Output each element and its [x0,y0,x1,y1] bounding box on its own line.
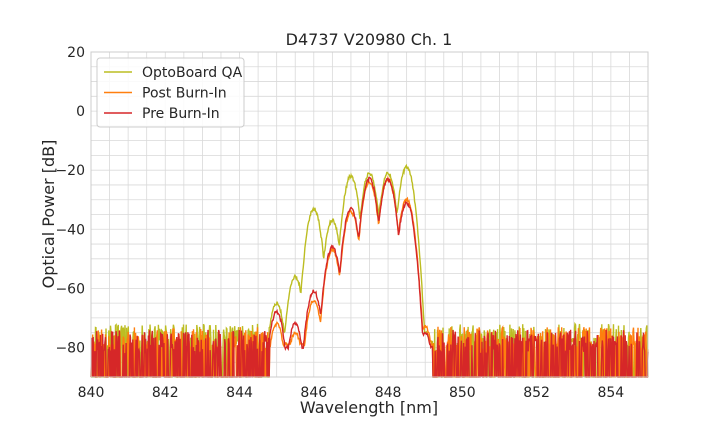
legend: OptoBoard QA Post Burn-In Pre Burn-In [96,57,245,128]
y-tick-label: 0 [76,104,85,120]
x-tick-label: 848 [375,385,402,401]
x-tick-label: 842 [152,385,179,401]
legend-label: OptoBoard QA [142,65,243,81]
y-tick-label: −40 [55,222,85,238]
y-tick-label: −60 [55,281,85,297]
legend-box [96,57,245,128]
chart-title: D4737 V20980 Ch. 1 [286,30,453,49]
x-tick-label: 846 [300,385,327,401]
y-tick-label: 20 [67,45,85,61]
y-tick-label: −80 [55,340,85,356]
x-tick-label: 854 [597,385,624,401]
x-tick-label: 840 [78,385,105,401]
plot-frame [90,51,649,378]
y-tick-label: −20 [55,163,85,179]
x-tick-label: 850 [449,385,476,401]
legend-label: Pre Burn-In [142,106,220,122]
x-tick-label: 844 [226,385,253,401]
y-axis-label: Optical Power [dB] [39,140,58,289]
axes: 840 842 844 846 848 850 852 854 20 0 −20 −40 −60 −80 [55,45,649,401]
series-line [90,176,649,378]
x-axis-label: Wavelength [nm] [300,398,438,417]
legend-label: Post Burn-In [142,86,227,102]
x-tick-label: 852 [523,385,550,401]
